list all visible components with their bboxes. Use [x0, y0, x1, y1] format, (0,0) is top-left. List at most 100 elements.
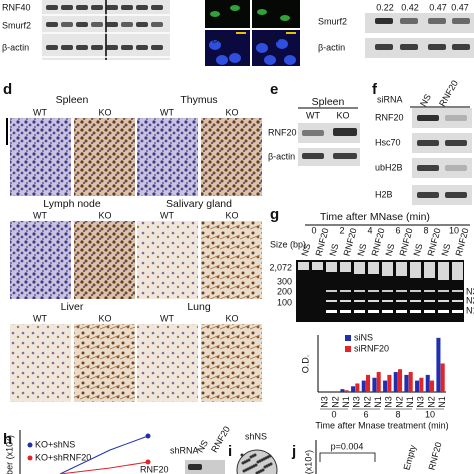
blot-band	[417, 192, 439, 198]
tissue-title: Spleen	[56, 94, 89, 106]
blot-band	[136, 45, 148, 50]
panel-letter: h	[3, 431, 12, 448]
micrograph	[74, 324, 135, 402]
x-tick-label: N2	[362, 396, 372, 408]
group-label: WT	[160, 107, 174, 117]
panel-title: Time after MNase (min)	[320, 211, 430, 223]
blot-band	[417, 115, 439, 121]
panel-letter: d	[3, 81, 12, 98]
micrograph	[137, 221, 198, 299]
blot-band	[428, 44, 446, 50]
bar	[415, 380, 420, 392]
blot-label: RNF40	[2, 2, 31, 12]
blot-band	[76, 45, 88, 50]
cell-signal	[210, 11, 220, 17]
colony	[242, 469, 246, 473]
size-label: 300	[277, 276, 292, 286]
bar	[387, 374, 392, 392]
gel-band	[326, 310, 337, 313]
micrograph	[201, 118, 262, 196]
blot-header: shRNA	[170, 445, 199, 455]
blot-label: β-actin	[268, 151, 295, 161]
x-tick-label: N3	[320, 396, 330, 408]
gel-image	[296, 260, 464, 322]
blot-band	[76, 5, 88, 10]
point	[145, 433, 151, 439]
blot-header: siRNA	[377, 94, 403, 104]
legend-label: siNS	[354, 332, 373, 342]
tissue-title: Thymus	[180, 94, 217, 106]
gel-band	[326, 300, 337, 302]
group-label: WT	[33, 107, 47, 117]
gel-band	[452, 310, 463, 313]
gel-band	[326, 290, 337, 292]
blot-band	[61, 45, 73, 50]
blot-band	[333, 128, 357, 136]
micrograph	[10, 118, 71, 196]
panel-title: Spleen	[312, 96, 345, 108]
lane-label: NS	[356, 242, 369, 257]
gel-band	[340, 310, 351, 313]
channel-label: DAPI	[258, 34, 279, 44]
y-axis-title: (x10⁴)	[303, 450, 313, 474]
gel-band	[424, 300, 435, 302]
gel-band	[452, 262, 463, 280]
panel-label: shNS	[245, 431, 267, 441]
x-tick-label: N3	[352, 396, 362, 408]
blot-label: RNF20	[268, 127, 297, 137]
gel-band	[368, 290, 379, 292]
gel-band	[396, 290, 407, 292]
bar	[436, 337, 441, 392]
blot-image	[298, 148, 360, 166]
time-label: 2	[339, 225, 344, 235]
tissue-title: Lung	[187, 301, 211, 313]
category-label: RNF20	[427, 441, 444, 471]
cell-signal	[257, 9, 267, 15]
blot-band	[121, 22, 133, 27]
panel-letter: e	[270, 81, 278, 98]
micrograph	[74, 221, 135, 299]
curve	[59, 435, 149, 474]
panel-letter: g	[270, 206, 279, 223]
gel-band	[382, 310, 393, 313]
blot-band	[417, 165, 439, 171]
blot-label: H2B	[375, 189, 393, 199]
time-label: 6	[395, 225, 400, 235]
band-label: N1	[466, 305, 474, 315]
bar	[425, 374, 430, 392]
nucleus	[229, 53, 241, 63]
blot-band	[151, 22, 163, 27]
gel-band	[410, 290, 421, 292]
x-tick-label: N2	[426, 396, 436, 408]
tissue-title: Lymph node	[43, 198, 101, 210]
gel-band	[438, 290, 449, 292]
legend-label: KO+shNS	[35, 439, 75, 449]
cell-signal	[230, 5, 240, 11]
gel-band	[354, 290, 365, 292]
bar	[366, 374, 371, 392]
panel-letter: i	[228, 443, 232, 460]
size-axis-title: Size (bp)	[270, 239, 306, 249]
blot-band	[302, 153, 324, 159]
gel-band	[298, 262, 309, 270]
cell-signal	[280, 15, 290, 21]
blot-label: β-actin	[318, 42, 345, 52]
lane-label: RNF20	[437, 78, 460, 108]
lane-label: NS	[300, 242, 313, 257]
scale-bar	[236, 32, 246, 34]
size-label: 2,072	[269, 262, 292, 272]
x-tick-label: N3	[384, 396, 394, 408]
group-label: 10	[425, 409, 435, 419]
blot-image	[365, 13, 474, 33]
blot-image	[412, 108, 472, 128]
blot-label: Smurf2	[2, 20, 31, 30]
gel-band	[354, 300, 365, 302]
blot-band	[46, 22, 58, 27]
blot-band	[151, 45, 163, 50]
gel-band	[368, 310, 379, 313]
lane-label: NS	[412, 242, 425, 257]
colony	[240, 453, 244, 457]
blot-band	[136, 5, 148, 10]
gel-band	[368, 300, 379, 302]
gel-band	[340, 290, 351, 292]
